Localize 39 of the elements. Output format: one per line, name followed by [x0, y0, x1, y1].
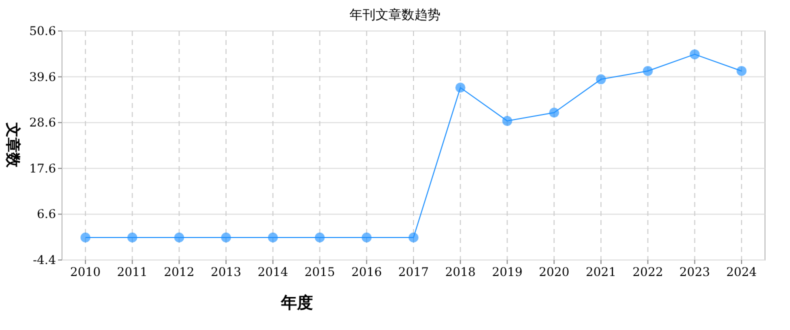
x-tick-label: 2023	[679, 265, 710, 279]
x-tick-label: 2014	[258, 265, 289, 279]
point	[362, 232, 372, 243]
x-axis-title: 年度	[280, 293, 313, 312]
point	[596, 74, 606, 84]
point	[736, 66, 747, 76]
point	[314, 232, 325, 243]
y-tick-label: 17.6	[29, 161, 56, 176]
y-tick-label: 50.6	[29, 24, 56, 38]
point	[127, 232, 138, 243]
x-tick-label: 2016	[351, 265, 382, 279]
point	[642, 66, 653, 76]
y-tick-label: 6.6	[36, 207, 56, 222]
x-tick-label: 2020	[538, 265, 570, 279]
x-tick-label: 2015	[304, 265, 336, 279]
x-tick-label: 2019	[492, 265, 523, 279]
point	[455, 82, 466, 93]
x-tick-label: 2022	[632, 265, 664, 279]
point	[174, 232, 184, 243]
point	[502, 116, 512, 126]
x-tick-label: 2021	[586, 265, 616, 279]
point	[549, 108, 560, 118]
y-tick-label: 28.6	[29, 116, 56, 130]
y-tick-label: -4.4	[32, 253, 56, 267]
x-tick-label: 2018	[445, 265, 476, 279]
x-tick-label: 2013	[210, 265, 242, 279]
point	[690, 49, 700, 60]
point	[221, 232, 232, 243]
x-tick-label: 2010	[70, 265, 101, 279]
point	[408, 232, 418, 243]
point	[80, 232, 90, 243]
chart-title: 年刊文章数趋势	[350, 8, 440, 23]
x-tick-label: 2017	[398, 265, 429, 279]
point	[268, 232, 278, 243]
x-tick-label: 2011	[117, 265, 148, 279]
x-tick-label: 2012	[164, 265, 194, 279]
y-tick-label: 39.6	[29, 70, 56, 84]
x-tick-label: 2024	[726, 265, 758, 279]
y-axis-title: 文章数	[4, 122, 22, 168]
